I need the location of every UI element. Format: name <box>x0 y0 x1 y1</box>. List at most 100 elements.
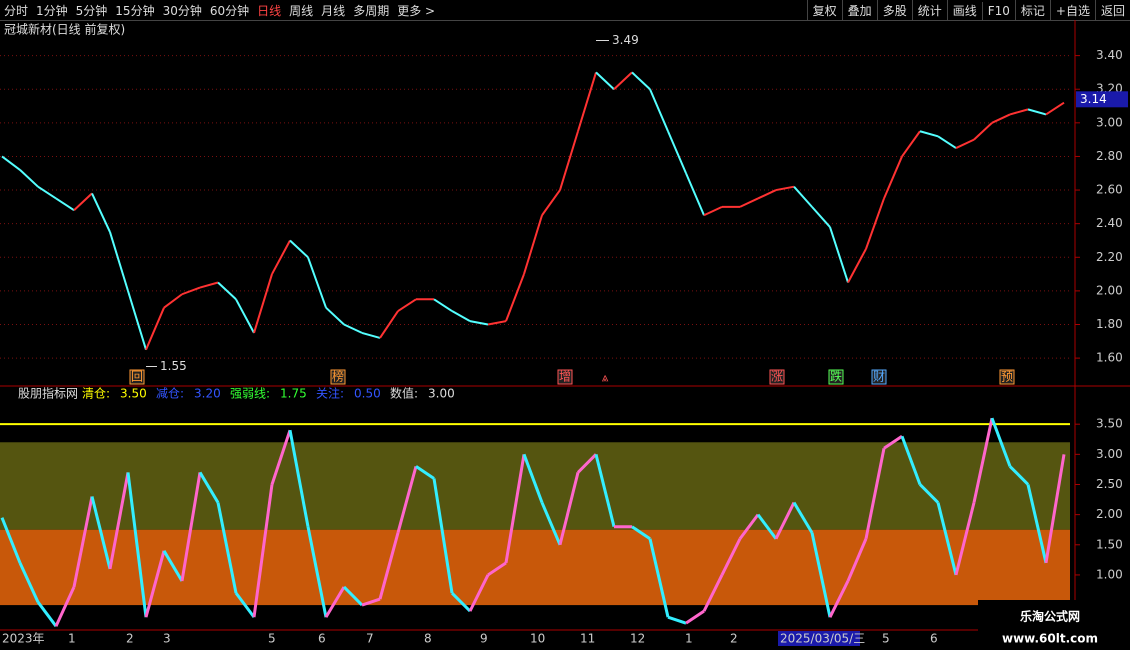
x-tick-label: 8 <box>424 632 432 646</box>
x-tick-label: 1 <box>68 632 76 646</box>
line-segment <box>541 189 561 216</box>
marker-box <box>999 369 1015 385</box>
band <box>0 529 1070 606</box>
line-segment <box>342 585 364 607</box>
line-segment <box>1044 454 1066 564</box>
line-segment <box>990 417 1012 467</box>
toolbar-button[interactable]: 多股 <box>876 0 912 21</box>
toolbar-button[interactable]: 15分钟 <box>115 4 155 18</box>
y-tick-label: 1.00 <box>1096 567 1123 581</box>
line-segment <box>667 615 687 625</box>
line-segment <box>738 513 760 540</box>
line-segment <box>504 454 526 564</box>
line-segment <box>145 307 165 351</box>
line-segment <box>361 597 381 607</box>
line-segment <box>811 206 831 228</box>
toolbar-button[interactable]: 返回 <box>1094 0 1130 21</box>
line-segment <box>379 310 399 339</box>
line-segment <box>631 71 651 90</box>
toolbar-button[interactable]: 多周期 <box>353 4 390 18</box>
line-segment <box>199 281 219 289</box>
line-segment <box>595 71 615 90</box>
line-segment <box>991 113 1011 124</box>
line-segment <box>954 502 976 576</box>
line-segment <box>864 448 886 540</box>
x-tick-label: 7 <box>366 632 374 646</box>
legend-name: 强弱线: <box>230 387 270 401</box>
x-tick-label: 5 <box>882 632 890 646</box>
line-segment <box>936 502 958 576</box>
line-segment <box>36 601 58 628</box>
line-segment <box>288 429 310 527</box>
marker: 榜 <box>332 369 344 384</box>
toolbar-button[interactable]: F10 <box>981 2 1015 20</box>
line-segment <box>559 130 579 191</box>
line-segment <box>792 501 814 534</box>
toolbar-button[interactable]: 标记 <box>1014 0 1050 21</box>
line-segment <box>18 562 40 603</box>
line-segment <box>918 483 940 504</box>
line-segment <box>576 453 598 474</box>
line-segment <box>1026 484 1048 564</box>
line-segment <box>252 484 274 618</box>
toolbar-button[interactable]: 画线 <box>946 0 982 21</box>
line-segment <box>415 465 435 480</box>
legend-name: 数值: <box>390 386 418 401</box>
toolbar-button[interactable]: 月线 <box>321 4 346 18</box>
toolbar-button[interactable]: 周线 <box>289 4 314 18</box>
toolbar-button[interactable]: +自选 <box>1049 0 1095 21</box>
toolbar-button[interactable]: 统计 <box>911 0 947 21</box>
marker: 涨 <box>771 369 783 384</box>
line-segment <box>234 592 256 619</box>
toolbar-button[interactable]: 5分钟 <box>75 4 108 18</box>
low-label: 1.55 <box>160 359 187 373</box>
toolbar-button[interactable]: 复权 <box>806 0 842 21</box>
toolbar-button[interactable]: 叠加 <box>841 0 877 21</box>
line-segment <box>73 192 93 211</box>
line-segment <box>613 71 633 90</box>
line-segment <box>432 478 454 594</box>
line-segment <box>217 281 237 301</box>
marker-box <box>828 369 844 385</box>
legend-name: 关注: <box>316 386 344 401</box>
line-segment <box>0 517 22 564</box>
line-segment <box>702 574 724 612</box>
marker-arrow: ⩓ <box>602 371 609 385</box>
toolbar-button[interactable]: 60分钟 <box>209 4 250 18</box>
line-segment <box>883 156 903 199</box>
line-segment <box>937 135 957 149</box>
marker-box <box>557 369 573 385</box>
line-segment <box>901 130 921 158</box>
line-segment <box>469 320 489 326</box>
y-tick-label: 2.00 <box>1096 507 1123 521</box>
x-tick-label: 2 <box>730 632 738 646</box>
line-segment <box>181 286 201 296</box>
line-segment <box>756 513 778 540</box>
line-segment <box>90 496 112 570</box>
line-segment <box>1008 465 1030 486</box>
watermark: 乐淘公式网 <box>1020 609 1080 624</box>
line-segment <box>108 472 130 570</box>
line-segment <box>162 550 184 582</box>
line-segment <box>649 88 669 132</box>
toolbar-button[interactable]: 30分钟 <box>162 4 202 18</box>
toolbar-button[interactable]: 更多 > <box>397 4 436 18</box>
line-segment <box>91 192 111 233</box>
marker-box <box>871 369 887 385</box>
toolbar-button[interactable]: 1分钟 <box>36 4 68 18</box>
line-segment <box>180 472 202 582</box>
watermark: www.60lt.com <box>1002 632 1098 646</box>
line-segment <box>631 525 651 540</box>
line-segment <box>846 538 868 582</box>
y-tick-label: 3.00 <box>1096 115 1123 129</box>
legend-value: 0.50 <box>354 387 381 401</box>
line-segment <box>306 526 328 618</box>
legend-value: 3.50 <box>120 387 147 401</box>
marker-box <box>129 369 145 385</box>
toolbar-button[interactable]: 日线 <box>257 4 282 18</box>
line-segment <box>810 532 832 618</box>
last-price-box <box>1076 91 1128 108</box>
line-segment <box>919 130 939 138</box>
toolbar-button[interactable]: 分时 <box>4 4 29 18</box>
